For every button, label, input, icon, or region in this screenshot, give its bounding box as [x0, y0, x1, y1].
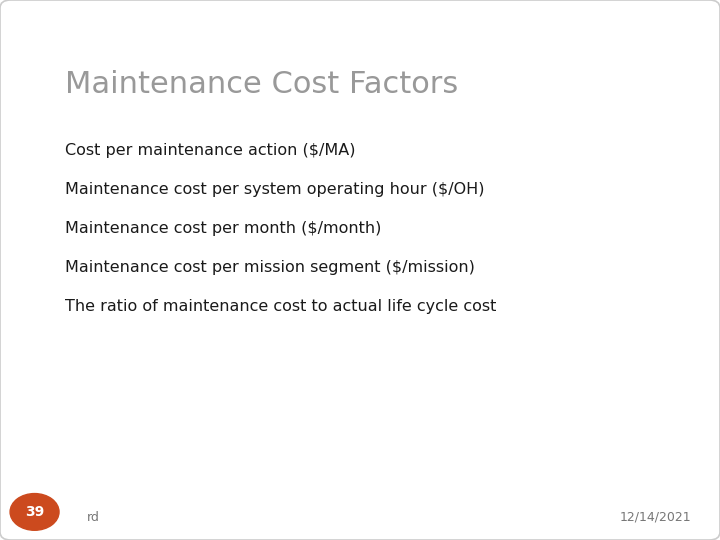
- Text: Cost per maintenance action ($/MA): Cost per maintenance action ($/MA): [65, 143, 355, 158]
- Text: Maintenance cost per system operating hour ($/OH): Maintenance cost per system operating ho…: [65, 182, 485, 197]
- Text: 39: 39: [25, 505, 44, 519]
- Text: Maintenance cost per month ($/month): Maintenance cost per month ($/month): [65, 221, 381, 236]
- Text: The ratio of maintenance cost to actual life cycle cost: The ratio of maintenance cost to actual …: [65, 299, 496, 314]
- Text: rd: rd: [86, 511, 99, 524]
- Circle shape: [10, 494, 59, 530]
- Text: 12/14/2021: 12/14/2021: [620, 511, 691, 524]
- Text: Maintenance Cost Factors: Maintenance Cost Factors: [65, 70, 458, 99]
- Text: Maintenance cost per mission segment ($/mission): Maintenance cost per mission segment ($/…: [65, 260, 474, 275]
